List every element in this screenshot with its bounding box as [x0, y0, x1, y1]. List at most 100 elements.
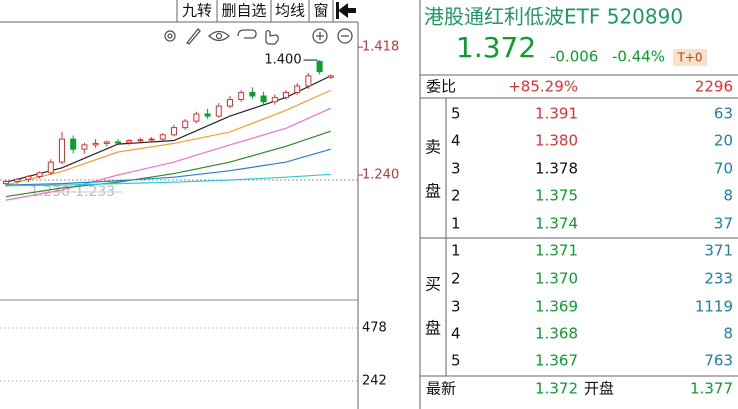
- candle-body: [171, 127, 177, 136]
- buy-price: 1.368: [535, 325, 578, 343]
- buy-level: 3: [451, 298, 461, 316]
- sell-price: 1.374: [535, 215, 578, 233]
- candle-body: [92, 142, 99, 146]
- candle-body: [25, 175, 32, 180]
- candle-body: [305, 75, 312, 87]
- y-tick-label: 242: [362, 373, 387, 388]
- buy-level: 4: [451, 325, 461, 343]
- sell-price: 1.375: [535, 187, 578, 205]
- buy-price: 1.371: [535, 242, 578, 260]
- ratio-diff: 2296: [695, 78, 733, 96]
- candle-body: [103, 141, 110, 144]
- moving-average: [5, 148, 331, 186]
- buy-price: 1.367: [535, 352, 578, 370]
- last-label: 最新: [426, 380, 456, 398]
- sell-price: 1.378: [535, 160, 578, 178]
- candle-body: [137, 139, 144, 142]
- candle-body: [260, 95, 267, 103]
- candle-body: [271, 96, 278, 103]
- candle-body: [182, 120, 189, 129]
- y-tick-label: 478: [362, 321, 387, 336]
- high-label: 1.400: [264, 53, 301, 68]
- buy-level: 2: [451, 270, 461, 288]
- candle-body: [36, 172, 43, 177]
- candle-body: [283, 91, 289, 98]
- buy-price: 1.370: [535, 270, 578, 288]
- price-change-pct: -0.44%: [612, 48, 665, 66]
- candle-body: [227, 99, 233, 107]
- candle-body: [294, 85, 301, 93]
- candle-body: [249, 91, 256, 97]
- collapse-arrow[interactable]: [336, 2, 356, 19]
- candle-body: [215, 105, 222, 117]
- sell-volume: 20: [714, 132, 733, 150]
- candle-body: [3, 180, 9, 185]
- sell-level: 2: [451, 187, 461, 205]
- candle-body: [115, 141, 121, 144]
- last-price: 1.372: [456, 31, 536, 64]
- buy-label: 盘: [425, 319, 441, 338]
- buy-level: 1: [451, 242, 461, 260]
- sell-volume: 63: [714, 105, 733, 123]
- sell-price: 1.391: [535, 105, 578, 123]
- last-value: 1.372: [535, 380, 578, 398]
- zoom-in-icon[interactable]: [312, 28, 328, 44]
- zoom-out-icon[interactable]: [337, 28, 353, 44]
- sell-level: 5: [451, 105, 461, 123]
- moving-average: [5, 107, 332, 201]
- candle-body: [126, 140, 133, 144]
- price-change: -0.006: [550, 48, 598, 66]
- candle-body: [159, 134, 166, 140]
- candle-body: [59, 138, 65, 163]
- eye-icon[interactable]: [208, 30, 230, 42]
- candle-body: [81, 144, 88, 150]
- toolbar-button[interactable]: 均线: [275, 2, 305, 20]
- buy-volume: 1119: [695, 298, 733, 316]
- y-tick-label: 1.418: [362, 40, 399, 55]
- buy-price: 1.369: [535, 298, 578, 316]
- sell-level: 4: [451, 132, 461, 150]
- moving-average: [5, 173, 331, 187]
- hand-icon[interactable]: [265, 29, 279, 45]
- candle-body: [204, 113, 211, 117]
- moving-average: [5, 130, 331, 198]
- toolbar-button[interactable]: 删自选: [221, 2, 266, 20]
- sell-label: 卖: [425, 138, 441, 157]
- candle-body: [70, 138, 77, 150]
- candle-body: [327, 75, 334, 78]
- candle-body: [316, 61, 323, 73]
- candle-body: [148, 138, 155, 141]
- ratio-label: 委比: [426, 78, 456, 96]
- ratio-value: +85.29%: [508, 78, 578, 96]
- sell-volume: 37: [714, 215, 733, 233]
- quote-title: 港股通红利低波ETF 520890: [424, 5, 683, 29]
- draw-icon[interactable]: [185, 28, 201, 45]
- badge-bg: [673, 49, 707, 66]
- buy-volume: 233: [704, 270, 733, 288]
- buy-volume: 371: [704, 242, 733, 260]
- open-value: 1.377: [690, 380, 733, 398]
- link-icon[interactable]: [237, 29, 257, 39]
- sell-level: 1: [451, 215, 461, 233]
- candle-body: [238, 91, 245, 101]
- candle-body: [193, 113, 200, 122]
- moving-average: [5, 89, 332, 186]
- toolbar-button[interactable]: 窗: [313, 2, 328, 20]
- sell-level: 3: [451, 160, 461, 178]
- buy-volume: 763: [704, 352, 733, 370]
- candle-body: [14, 178, 21, 182]
- y-tick-label: 1.240: [362, 168, 399, 183]
- sell-volume: 8: [723, 187, 733, 205]
- sell-volume: 70: [714, 160, 733, 178]
- sell-label: 盘: [425, 182, 441, 201]
- badge: T+0: [676, 51, 702, 65]
- candle-body: [47, 161, 54, 174]
- buy-level: 5: [451, 352, 461, 370]
- sell-price: 1.380: [535, 132, 578, 150]
- buy-label: 买: [425, 275, 441, 294]
- settings-icon[interactable]: [164, 30, 176, 42]
- buy-volume: 8: [723, 325, 733, 343]
- toolbar-button[interactable]: 九转: [182, 2, 212, 20]
